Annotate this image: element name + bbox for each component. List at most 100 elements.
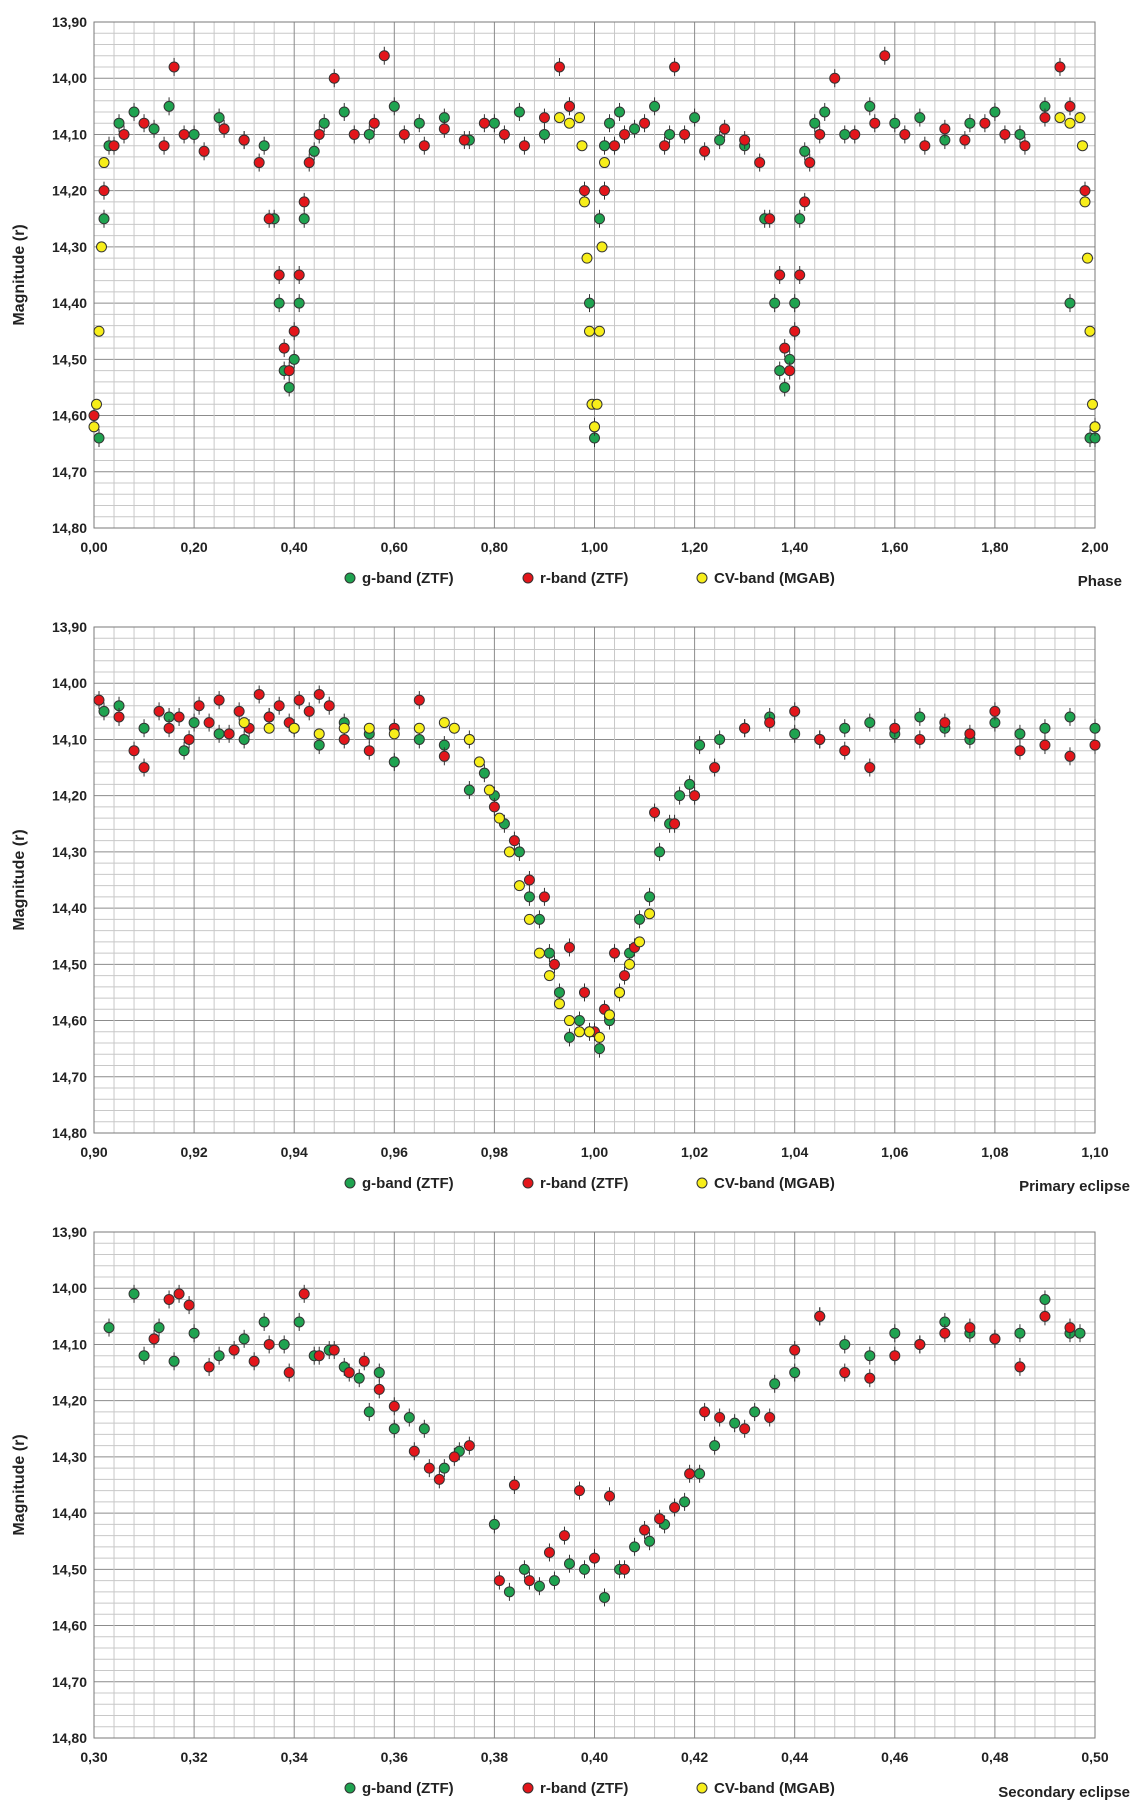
y-tick-label: 14,20	[52, 788, 87, 804]
data-point-g-band	[679, 1496, 691, 1508]
data-point-cv-band	[288, 722, 300, 734]
data-point-g-band	[1014, 728, 1026, 740]
data-point-r-band	[283, 1367, 295, 1379]
data-point-g-band	[594, 1043, 606, 1055]
y-tick-label: 14,40	[52, 295, 87, 311]
data-point-r-band	[293, 269, 305, 281]
data-point-r-band	[293, 694, 305, 706]
data-point-g-band	[799, 145, 811, 157]
data-point-r-band	[433, 1473, 445, 1485]
y-tick-label: 14,60	[52, 1013, 87, 1029]
data-point-g-band	[914, 112, 926, 124]
data-point-g-band	[839, 722, 851, 734]
data-point-cv-band	[503, 846, 515, 858]
data-point-r-band	[178, 128, 190, 140]
plot-border	[93, 21, 1096, 529]
data-point-r-band	[669, 1501, 681, 1513]
y-axis-label: Magnitude (r)	[11, 829, 28, 930]
data-point-g-band	[258, 1316, 270, 1328]
data-point-cv-band	[96, 241, 108, 253]
data-point-g-band	[864, 100, 876, 112]
x-tick-label: 1,04	[781, 1144, 808, 1160]
data-point-r-band	[388, 1400, 400, 1412]
data-point-cv-band	[604, 1009, 616, 1021]
data-point-g-band	[533, 913, 545, 925]
data-point-g-band	[543, 947, 555, 959]
data-point-r-band	[508, 835, 520, 847]
data-point-r-band	[609, 140, 621, 152]
data-point-cv-band	[599, 157, 611, 169]
x-tick-label: 0,32	[180, 1749, 207, 1765]
data-point-g-band	[649, 100, 661, 112]
data-point-g-band	[403, 1412, 415, 1424]
data-point-r-band	[814, 128, 826, 140]
data-point-r-band	[764, 717, 776, 729]
data-point-r-band	[558, 1530, 570, 1542]
data-point-g-band	[168, 1355, 180, 1367]
data-point-g-band	[128, 1288, 140, 1300]
data-point-r-band	[1089, 739, 1101, 751]
data-point-r-band	[964, 1322, 976, 1334]
data-point-g-band	[278, 1338, 290, 1350]
data-point-cv-band	[594, 1031, 606, 1043]
data-point-r-band	[418, 140, 430, 152]
data-point-g-band	[148, 123, 160, 135]
y-tick-label: 14,30	[52, 844, 87, 860]
data-point-r-band	[548, 958, 560, 970]
data-point-cv-band	[1076, 140, 1088, 152]
data-point-r-band	[218, 123, 230, 135]
data-point-g-band	[188, 717, 200, 729]
y-tick-label: 14,10	[52, 1336, 87, 1352]
legend-g-band-label: g-band (ZTF)	[362, 1175, 454, 1192]
data-point-r-band	[238, 134, 250, 146]
data-point-cv-band	[238, 717, 250, 729]
data-point-g-band	[103, 1322, 115, 1334]
data-point-g-band	[729, 1417, 741, 1429]
x-tick-label: 0,80	[481, 539, 508, 555]
data-point-r-band	[138, 762, 150, 774]
data-point-r-band	[328, 72, 340, 84]
data-point-g-band	[298, 213, 310, 225]
data-point-g-band	[138, 722, 150, 734]
data-point-g-band	[794, 213, 806, 225]
data-point-r-band	[88, 410, 100, 422]
data-point-cv-band	[614, 986, 626, 998]
data-point-g-band	[839, 128, 851, 140]
data-point-g-band	[889, 117, 901, 129]
data-point-g-band	[273, 297, 285, 309]
data-point-r-band	[1039, 112, 1051, 124]
data-point-r-band	[573, 1485, 585, 1497]
data-point-g-band	[363, 1406, 375, 1418]
data-point-r-band	[148, 1333, 160, 1345]
data-point-g-band	[769, 297, 781, 309]
data-point-r-band	[343, 1367, 355, 1379]
data-point-g-band	[238, 733, 250, 745]
x-tick-label: 0,96	[381, 1144, 408, 1160]
data-point-r-band	[168, 61, 180, 73]
data-point-r-band	[138, 117, 150, 129]
x-tick-label: 0,30	[80, 1749, 107, 1765]
data-point-r-band	[669, 818, 681, 830]
x-axis-label: Primary eclipse	[1019, 1178, 1130, 1195]
series-cv-band	[238, 717, 656, 1043]
data-point-r-band	[839, 1367, 851, 1379]
data-point-r-band	[338, 733, 350, 745]
data-point-cv-band	[1064, 117, 1076, 129]
x-tick-label: 1,40	[781, 539, 808, 555]
data-point-r-band	[538, 891, 550, 903]
data-point-r-band	[543, 1546, 555, 1558]
data-point-g-band	[989, 106, 1001, 118]
data-point-r-band	[764, 1412, 776, 1424]
y-tick-label: 14,30	[52, 1449, 87, 1465]
data-point-r-band	[679, 128, 691, 140]
data-point-g-band	[213, 1350, 225, 1362]
data-point-r-band	[98, 185, 110, 197]
data-point-g-band	[769, 1378, 781, 1390]
data-point-cv-band	[483, 784, 495, 796]
data-point-cv-band	[644, 908, 656, 920]
data-point-cv-band	[463, 733, 475, 745]
data-point-r-band	[288, 325, 300, 337]
x-tick-label: 1,10	[1081, 1144, 1108, 1160]
data-point-g-band	[1064, 297, 1076, 309]
